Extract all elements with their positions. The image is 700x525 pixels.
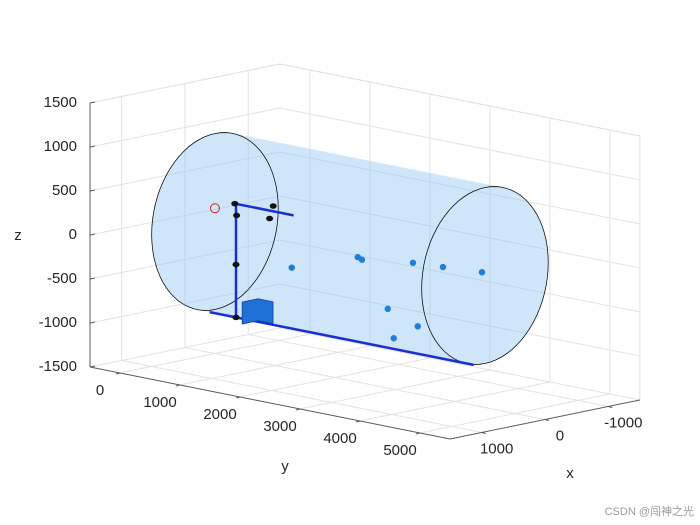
grid-line [121, 360, 482, 433]
cylinder-cap [151, 132, 279, 311]
joint [231, 200, 239, 207]
z-tick-label: -1500 [39, 358, 77, 375]
grid-line [184, 347, 546, 420]
watermark: CSDN @闯神之光 [605, 504, 694, 518]
z-tick [89, 233, 96, 236]
z-tick-label: 500 [52, 182, 77, 199]
y-tick-label: 5000 [383, 442, 416, 459]
x-axis-label: x [566, 465, 574, 482]
grid-line [279, 107, 640, 181]
z-tick-label: -500 [47, 270, 77, 287]
z-tick [89, 189, 96, 192]
cube [241, 298, 274, 325]
y-axis-label: y [281, 458, 289, 475]
x-tick [608, 406, 613, 408]
cylinder-body [198, 133, 502, 364]
joint [233, 212, 241, 219]
joint [232, 314, 240, 321]
target [209, 203, 220, 214]
cylinder-cap [421, 186, 549, 365]
point [288, 264, 295, 271]
y-tick [355, 420, 361, 423]
z-tick [89, 365, 96, 368]
cylinder [151, 132, 549, 365]
y-tick-label: 1000 [143, 394, 176, 411]
y-tick [175, 384, 181, 387]
grid-line [279, 195, 640, 269]
point [414, 323, 421, 330]
y-axis [89, 366, 451, 440]
cylinder-cap-outline [421, 186, 549, 365]
y-tick-label: 2000 [203, 406, 236, 423]
box-edge [89, 63, 281, 104]
grid-line [279, 327, 640, 401]
y-tick [115, 372, 121, 375]
z-tick [89, 277, 96, 280]
z-tick-label: 1500 [44, 94, 77, 111]
y-tick [235, 396, 241, 399]
y-tick [415, 432, 421, 435]
point [439, 263, 447, 271]
grid-line [248, 334, 609, 407]
point [358, 256, 366, 263]
point [384, 305, 391, 313]
joint [232, 261, 240, 268]
data-layer [151, 132, 549, 367]
x-tick-label: 1000 [480, 440, 513, 457]
y-tick-label: 4000 [323, 430, 356, 447]
point [390, 335, 397, 342]
z-axis-label: z [14, 227, 22, 244]
y-tick-label: 0 [96, 382, 104, 399]
z-tick-label: 1000 [44, 138, 77, 155]
cylinder-cap-outline [151, 132, 279, 311]
z-tick-label: -1000 [39, 314, 77, 331]
grid-line [279, 283, 640, 357]
joint [266, 215, 274, 222]
y-tick-label: 3000 [263, 418, 296, 435]
z-tick [89, 321, 96, 324]
grid-line [279, 239, 640, 313]
z-tick [89, 145, 96, 148]
x-tick-label: -1000 [604, 414, 642, 431]
point [478, 269, 486, 276]
x-tick [544, 419, 550, 421]
grid-line [279, 151, 640, 225]
x-tick-label: 0 [556, 427, 564, 444]
joint [269, 203, 277, 209]
z-tick-label: 0 [69, 226, 77, 243]
y-tick [295, 408, 301, 411]
box-edge [279, 63, 640, 137]
x-tick [481, 432, 486, 434]
z-tick [89, 101, 96, 104]
point [409, 259, 417, 267]
grid-layer [89, 63, 641, 440]
